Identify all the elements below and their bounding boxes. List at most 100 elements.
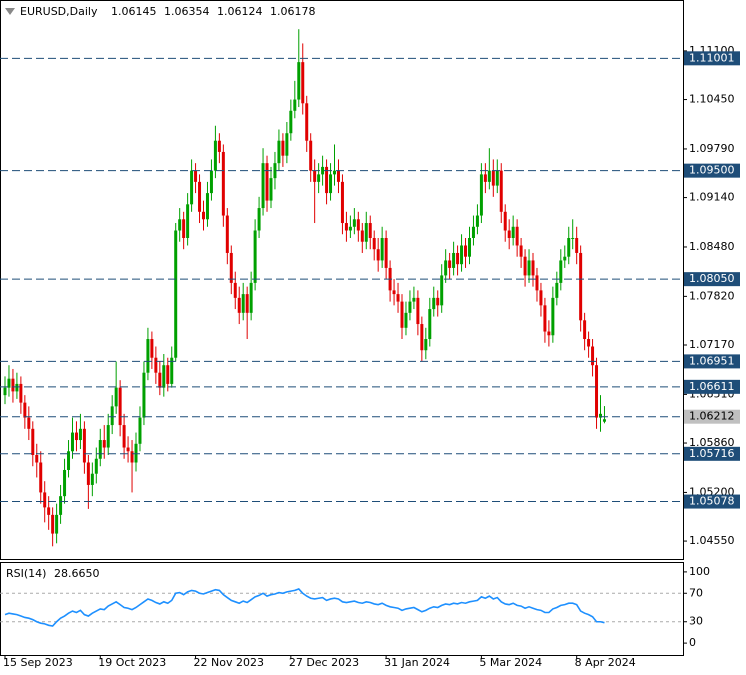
candle-body bbox=[126, 447, 130, 452]
candle-body bbox=[444, 260, 448, 276]
level-box bbox=[684, 163, 740, 178]
candle-body bbox=[396, 294, 400, 302]
candle-body bbox=[63, 469, 67, 497]
candle-body bbox=[432, 297, 436, 310]
candle-body bbox=[209, 170, 213, 194]
candle-body bbox=[420, 324, 424, 351]
symbol-icon bbox=[5, 8, 15, 15]
candle-body bbox=[511, 226, 515, 238]
candle-body bbox=[491, 170, 495, 186]
candle-body bbox=[70, 432, 74, 452]
candle-body bbox=[440, 275, 444, 306]
candle-body bbox=[507, 230, 511, 238]
candle-body bbox=[412, 297, 416, 302]
candle-body bbox=[154, 357, 158, 373]
candle-body bbox=[229, 252, 233, 283]
level-label: 1.09500 bbox=[689, 164, 735, 177]
candle-body bbox=[86, 462, 90, 485]
candle-body bbox=[551, 297, 555, 336]
level-box bbox=[684, 354, 740, 369]
rsi-header: RSI(14) 28.6650 bbox=[6, 567, 99, 580]
rsi-title: RSI(14) bbox=[6, 567, 46, 580]
candle-body bbox=[567, 237, 571, 257]
candle-body bbox=[67, 451, 71, 470]
candle-body bbox=[344, 223, 348, 231]
candle-body bbox=[47, 507, 51, 515]
candle-body bbox=[130, 451, 134, 463]
candle-body bbox=[265, 163, 269, 201]
candle-body bbox=[94, 458, 98, 474]
candle-body bbox=[293, 99, 297, 111]
candle-body bbox=[178, 219, 182, 231]
candle-body bbox=[333, 170, 337, 175]
candle-body bbox=[456, 252, 460, 265]
candle-body bbox=[348, 226, 352, 231]
candle-body bbox=[464, 245, 468, 257]
candle-body bbox=[170, 357, 174, 384]
candle-body bbox=[27, 417, 31, 429]
candle-body bbox=[317, 174, 321, 182]
close-value: 1.06178 bbox=[270, 5, 316, 18]
y-tick-label: 100 bbox=[689, 565, 710, 578]
candle-body bbox=[471, 226, 475, 238]
candle-body bbox=[555, 282, 559, 298]
y-tick-label: 1.09790 bbox=[689, 142, 735, 155]
candle-body bbox=[297, 62, 301, 100]
candle-body bbox=[543, 305, 547, 332]
candle-body bbox=[162, 365, 166, 388]
candle-body bbox=[400, 301, 404, 328]
candle-body bbox=[599, 413, 602, 418]
low-value: 1.06124 bbox=[217, 5, 263, 18]
candle-body bbox=[253, 230, 257, 283]
candle-body bbox=[257, 208, 261, 231]
candle-body bbox=[78, 428, 82, 441]
candle-body bbox=[547, 331, 551, 336]
high-value: 1.06354 bbox=[164, 5, 210, 18]
x-tick-label: 19 Oct 2023 bbox=[98, 656, 166, 669]
bid-box bbox=[684, 409, 740, 424]
x-tick-label: 22 Nov 2023 bbox=[194, 656, 264, 669]
candle-body bbox=[55, 514, 59, 534]
candle-body bbox=[360, 230, 364, 242]
price-panel bbox=[0, 0, 684, 560]
candle-body bbox=[499, 170, 503, 212]
candle-body bbox=[269, 178, 273, 201]
candle-body bbox=[503, 211, 507, 231]
candle-body bbox=[368, 223, 372, 238]
level-label: 1.11001 bbox=[689, 51, 735, 64]
y-tick-label: 70 bbox=[689, 586, 703, 599]
candle-body bbox=[436, 297, 440, 306]
candle-body bbox=[527, 260, 531, 276]
open-value: 1.06145 bbox=[111, 5, 157, 18]
candle-body bbox=[114, 387, 118, 407]
candle-body bbox=[225, 215, 229, 253]
candle-body bbox=[539, 290, 543, 306]
candle-body bbox=[579, 252, 583, 321]
candle-body bbox=[90, 473, 94, 485]
candle-body bbox=[281, 140, 285, 156]
candle-body bbox=[273, 163, 277, 179]
candle-body bbox=[138, 417, 142, 444]
candle-body bbox=[329, 174, 333, 194]
candle-body bbox=[336, 170, 340, 182]
x-tick-label: 31 Jan 2024 bbox=[384, 656, 450, 669]
candle-body bbox=[305, 103, 309, 141]
candle-body bbox=[237, 297, 241, 313]
level-label: 1.06611 bbox=[689, 380, 735, 393]
x-tick-label: 15 Sep 2023 bbox=[3, 656, 73, 669]
candle-body bbox=[325, 166, 329, 194]
candle-body bbox=[376, 249, 380, 261]
candle-body bbox=[213, 140, 217, 171]
candle-body bbox=[531, 260, 535, 276]
candle-body bbox=[146, 339, 150, 373]
candle-body bbox=[475, 215, 479, 227]
candle-body bbox=[583, 320, 587, 340]
candle-body bbox=[515, 226, 519, 246]
candle-body bbox=[380, 237, 384, 261]
candle-body bbox=[245, 294, 249, 313]
y-tick-label: 1.05860 bbox=[689, 436, 735, 449]
candle-body bbox=[372, 237, 376, 250]
y-tick-label: 1.04550 bbox=[689, 534, 735, 547]
candle-body bbox=[392, 290, 396, 295]
